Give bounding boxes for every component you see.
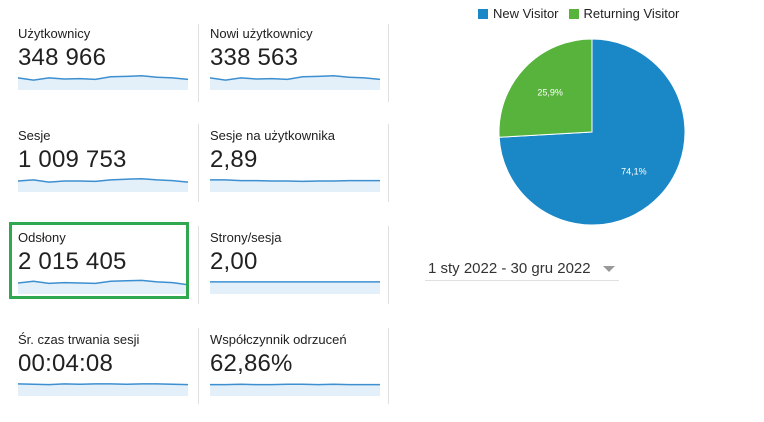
sparkline	[18, 374, 188, 396]
sparkline	[210, 170, 380, 192]
divider	[198, 226, 199, 304]
date-range-selector[interactable]: 1 sty 2022 - 30 gru 2022	[425, 258, 619, 281]
sparkline-area	[210, 384, 380, 396]
metric-new-users[interactable]: Nowi użytkownicy 338 563	[210, 26, 382, 116]
pie-data-label: 74,1%	[621, 167, 647, 177]
pie-chart: 74,1% 25,9%	[497, 37, 687, 227]
divider	[198, 328, 199, 404]
metric-label: Sesje	[18, 128, 51, 143]
legend-swatch-returning	[569, 9, 579, 19]
pie-data-label: 25,9%	[537, 87, 563, 97]
chevron-down-icon	[603, 266, 615, 272]
sparkline	[18, 170, 188, 192]
metric-sessions-per-user[interactable]: Sesje na użytkownika 2,89	[210, 128, 382, 218]
metric-label: Strony/sesja	[210, 230, 282, 245]
divider	[388, 24, 389, 102]
sparkline	[210, 68, 380, 90]
divider	[388, 328, 389, 404]
legend-swatch-new	[478, 9, 488, 19]
legend-item-returning[interactable]: Returning Visitor	[569, 6, 680, 21]
sparkline	[18, 68, 188, 90]
metric-label: Sesje na użytkownika	[210, 128, 335, 143]
metric-bounce-rate[interactable]: Współczynnik odrzuceń 62,86%	[210, 332, 382, 422]
sparkline-area	[18, 384, 188, 396]
metric-pages-per-session[interactable]: Strony/sesja 2,00	[210, 230, 382, 320]
metric-sessions[interactable]: Sesje 1 009 753	[18, 128, 190, 218]
metric-label: Śr. czas trwania sesji	[18, 332, 139, 347]
date-range-label: 1 sty 2022 - 30 gru 2022	[428, 260, 591, 277]
metric-label: Współczynnik odrzuceń	[210, 332, 347, 347]
legend-label: Returning Visitor	[584, 6, 680, 21]
metric-users[interactable]: Użytkownicy 348 966	[18, 26, 190, 116]
sparkline-area	[210, 282, 380, 294]
divider	[388, 124, 389, 202]
legend-item-new[interactable]: New Visitor	[478, 6, 559, 21]
divider	[198, 24, 199, 102]
chart-legend: New Visitor Returning Visitor	[478, 6, 689, 21]
sparkline	[210, 272, 380, 294]
metric-avg-session-duration[interactable]: Śr. czas trwania sesji 00:04:08	[18, 332, 190, 422]
divider	[388, 226, 389, 304]
legend-label: New Visitor	[493, 6, 559, 21]
sparkline-line	[18, 384, 188, 385]
metric-label: Nowi użytkownicy	[210, 26, 313, 41]
divider	[198, 124, 199, 202]
sparkline	[210, 374, 380, 396]
metric-label: Użytkownicy	[18, 26, 90, 41]
highlight-box	[9, 222, 189, 299]
